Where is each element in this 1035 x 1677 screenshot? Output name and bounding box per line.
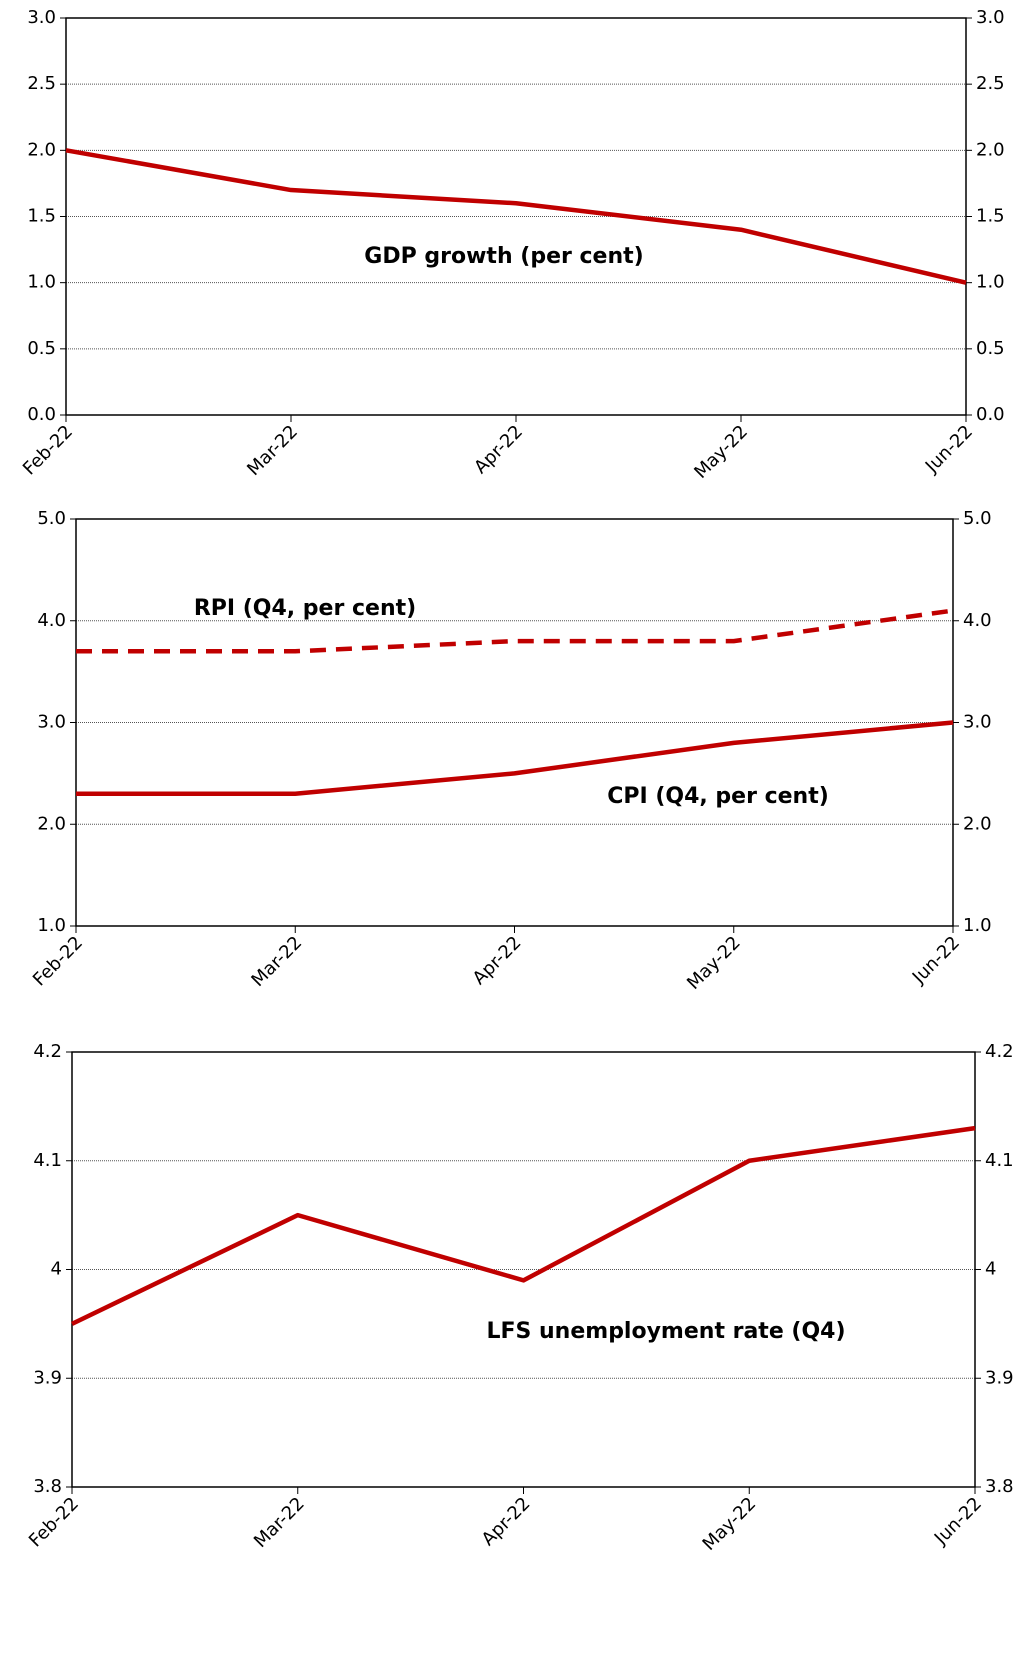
x-tick-label: Apr-22 [470, 421, 527, 478]
y-tick-label: 3.9 [33, 1367, 62, 1388]
x-tick-label: Jun-22 [930, 1493, 986, 1549]
y2-tick-label: 0.0 [976, 404, 1005, 425]
y2-tick-label: 2.0 [963, 813, 992, 834]
series-label: LFS unemployment rate (Q4) [486, 1319, 845, 1344]
y2-tick-label: 3.8 [985, 1476, 1014, 1497]
y-tick-label: 2.5 [27, 73, 56, 94]
y-tick-label: 4.2 [33, 1041, 62, 1062]
y-tick-label: 2.0 [27, 139, 56, 160]
y2-tick-label: 4.1 [985, 1150, 1014, 1171]
y-tick-label: 1.0 [27, 272, 56, 293]
series-line [71, 1125, 976, 1326]
x-tick-label: Jun-22 [908, 932, 964, 988]
y2-tick-label: 2.0 [976, 139, 1005, 160]
y2-tick-label: 4.0 [963, 610, 992, 631]
plot-frame [71, 1051, 976, 1488]
y-tick-label: 4.1 [33, 1150, 62, 1171]
y2-tick-label: 1.5 [976, 206, 1005, 227]
x-tick-label: Feb-22 [25, 1493, 83, 1551]
y2-tick-label: 1.0 [976, 272, 1005, 293]
x-tick-label: May-22 [683, 932, 745, 994]
x-tick-label: Apr-22 [478, 1493, 535, 1550]
x-tick-label: Feb-22 [29, 932, 87, 990]
y-tick-label: 0.5 [27, 338, 56, 359]
y-tick-label: 5.0 [37, 508, 66, 529]
y2-tick-label: 4 [985, 1259, 996, 1280]
y2-tick-label: 3.0 [963, 712, 992, 733]
y2-tick-label: 2.5 [976, 73, 1005, 94]
x-tick-label: Mar-22 [250, 1493, 309, 1552]
x-tick-label: Apr-22 [469, 932, 526, 989]
series-label: CPI (Q4, per cent) [607, 784, 829, 809]
x-tick-label: Mar-22 [243, 421, 302, 480]
x-tick-label: May-22 [690, 421, 752, 483]
y-tick-label: 3.8 [33, 1476, 62, 1497]
series-label: RPI (Q4, per cent) [194, 596, 416, 621]
y2-tick-label: 3.0 [976, 7, 1005, 28]
series-line [76, 608, 954, 654]
y-tick-label: 0.0 [27, 404, 56, 425]
y-tick-label: 4 [51, 1259, 62, 1280]
y-tick-label: 3.0 [27, 7, 56, 28]
series-line [65, 148, 967, 285]
series-line [76, 720, 954, 796]
x-tick-label: May-22 [699, 1493, 761, 1555]
y-tick-label: 2.0 [37, 813, 66, 834]
y2-tick-label: 4.2 [985, 1041, 1014, 1062]
x-tick-label: Jun-22 [921, 421, 977, 477]
y-tick-label: 1.5 [27, 206, 56, 227]
y2-tick-label: 5.0 [963, 508, 992, 529]
y-tick-label: 1.0 [37, 915, 66, 936]
y-tick-label: 4.0 [37, 610, 66, 631]
y2-tick-label: 1.0 [963, 915, 992, 936]
series-label: GDP growth (per cent) [364, 244, 643, 269]
y2-tick-label: 3.9 [985, 1367, 1014, 1388]
y2-tick-label: 0.5 [976, 338, 1005, 359]
y-tick-label: 3.0 [37, 712, 66, 733]
x-tick-label: Mar-22 [247, 932, 306, 991]
x-tick-label: Feb-22 [19, 421, 77, 479]
